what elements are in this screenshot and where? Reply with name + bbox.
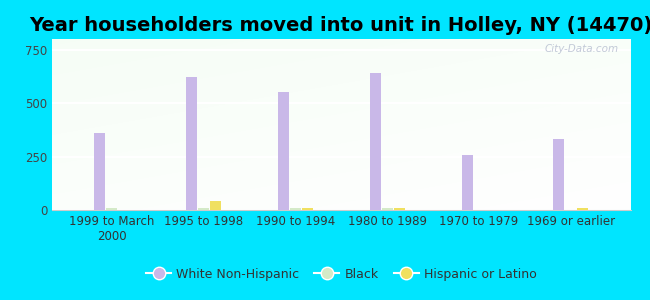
Bar — [394, 208, 404, 210]
Bar — [106, 208, 117, 210]
Bar — [198, 208, 209, 210]
Bar — [577, 208, 588, 210]
Bar — [553, 140, 564, 210]
Title: Year householders moved into unit in Holley, NY (14470): Year householders moved into unit in Hol… — [30, 16, 650, 35]
Bar — [278, 92, 289, 210]
Bar — [210, 202, 221, 210]
Bar — [382, 208, 393, 210]
Bar — [290, 208, 301, 210]
Bar — [94, 133, 105, 210]
Bar — [370, 73, 381, 210]
Legend: White Non-Hispanic, Black, Hispanic or Latino: White Non-Hispanic, Black, Hispanic or L… — [141, 263, 541, 286]
Bar — [186, 77, 197, 210]
Bar — [462, 155, 473, 210]
Text: City-Data.com: City-Data.com — [545, 44, 619, 54]
Bar — [302, 208, 313, 210]
